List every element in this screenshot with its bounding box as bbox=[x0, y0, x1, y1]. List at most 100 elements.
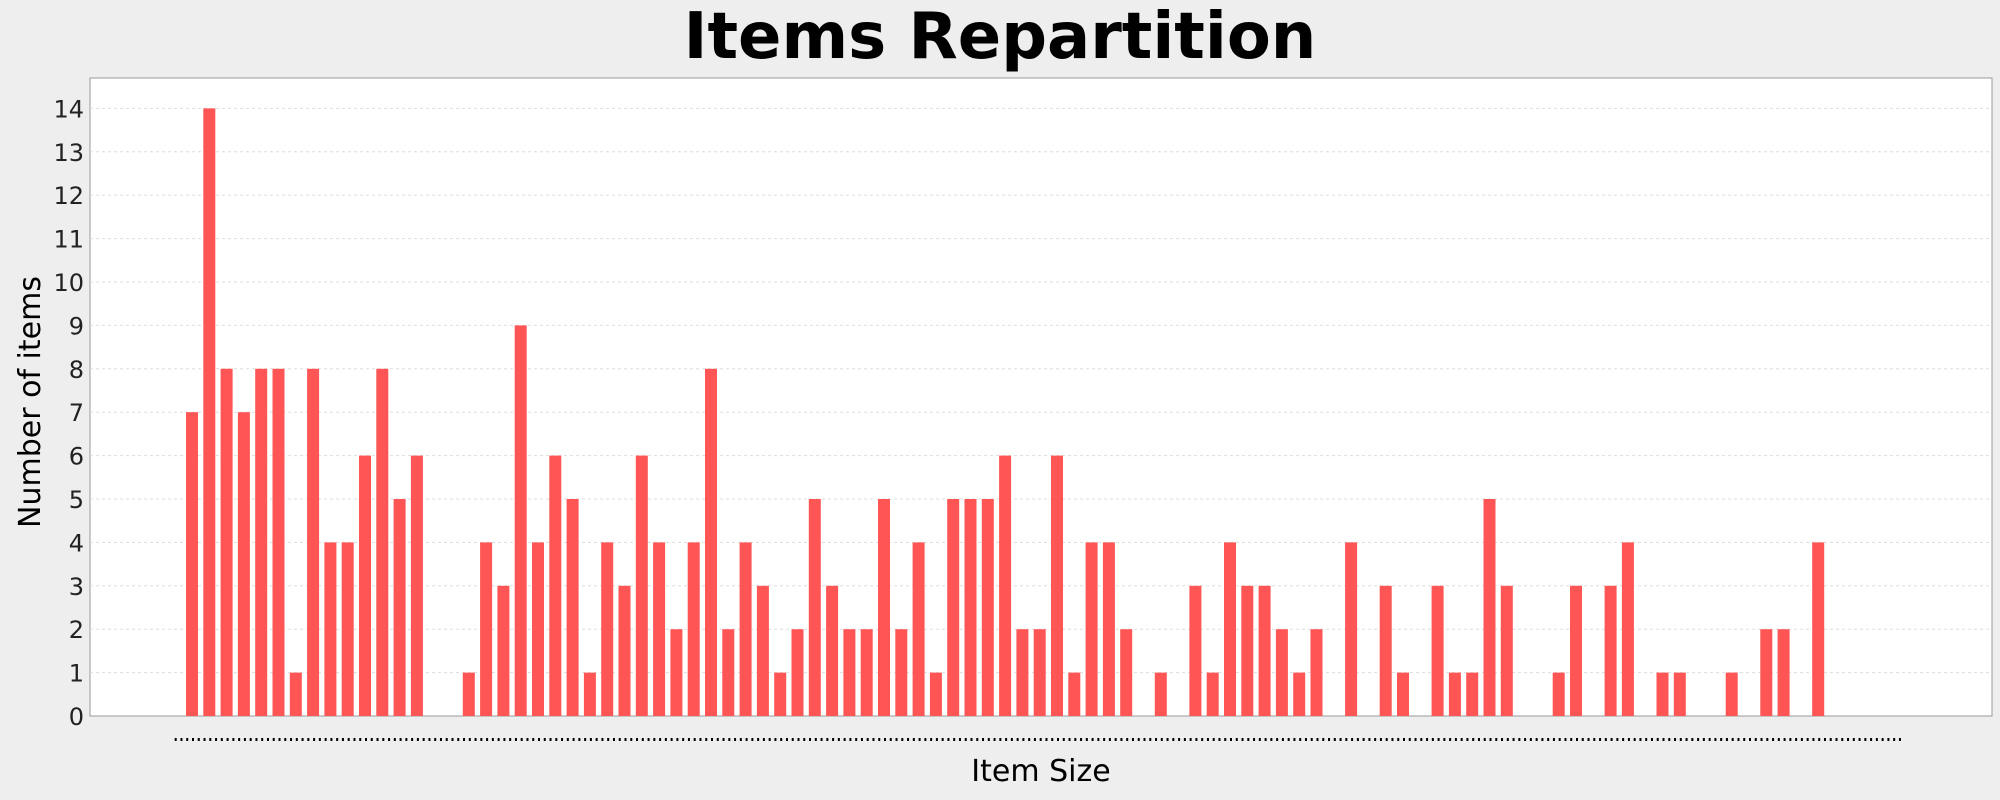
x-tick-mark bbox=[1449, 738, 1452, 741]
x-tick-mark bbox=[1604, 738, 1607, 741]
bar bbox=[1379, 585, 1392, 716]
x-tick-mark bbox=[1374, 738, 1377, 741]
x-tick-mark bbox=[365, 738, 367, 741]
bar bbox=[878, 498, 890, 716]
x-tick-mark bbox=[566, 738, 569, 741]
x-tick-mark bbox=[1276, 738, 1279, 741]
x-tick-mark bbox=[1201, 738, 1204, 741]
bar bbox=[255, 368, 268, 716]
x-tick-mark bbox=[1506, 738, 1509, 741]
x-tick-mark bbox=[676, 738, 679, 741]
x-tick-mark bbox=[192, 738, 194, 741]
bar bbox=[237, 412, 250, 716]
x-tick-mark bbox=[1097, 738, 1100, 741]
x-tick-mark bbox=[589, 738, 592, 741]
bar bbox=[999, 455, 1012, 716]
bar bbox=[393, 498, 406, 716]
x-tick-mark bbox=[612, 738, 615, 741]
x-tick-mark bbox=[1328, 738, 1331, 741]
x-tick-mark bbox=[561, 738, 564, 741]
x-tick-mark bbox=[1356, 738, 1359, 741]
x-tick-mark bbox=[1005, 738, 1008, 741]
x-tick-mark bbox=[578, 738, 581, 741]
x-tick-mark bbox=[1385, 738, 1388, 741]
x-tick-mark bbox=[393, 738, 396, 741]
y-tick-label: 3 bbox=[69, 573, 84, 601]
x-tick-mark bbox=[1789, 738, 1792, 741]
x-tick-mark bbox=[215, 738, 218, 741]
bar bbox=[341, 542, 354, 716]
x-tick-mark bbox=[318, 738, 321, 741]
x-tick-mark bbox=[1299, 738, 1302, 741]
y-axis-label: Number of items bbox=[13, 276, 48, 528]
x-tick-mark bbox=[1720, 738, 1723, 741]
x-tick-mark bbox=[520, 738, 523, 741]
x-tick-mark bbox=[284, 738, 287, 741]
x-tick-mark bbox=[1310, 738, 1313, 741]
x-tick-mark bbox=[739, 738, 742, 741]
bar bbox=[687, 542, 700, 716]
bar bbox=[376, 368, 389, 716]
x-tick-mark bbox=[1316, 738, 1319, 741]
bar bbox=[1085, 542, 1098, 716]
bar bbox=[1397, 672, 1409, 716]
x-tick-mark bbox=[266, 738, 269, 741]
x-tick-mark bbox=[1022, 738, 1025, 741]
x-tick-mark bbox=[1247, 738, 1250, 741]
x-tick-mark bbox=[1645, 738, 1648, 741]
x-tick-mark bbox=[1408, 738, 1411, 741]
x-tick-mark bbox=[1414, 738, 1417, 741]
x-tick-mark bbox=[1189, 738, 1192, 741]
x-tick-mark bbox=[1062, 738, 1065, 741]
bar bbox=[1154, 672, 1167, 716]
x-tick-mark bbox=[1662, 738, 1665, 741]
x-tick-mark bbox=[1131, 738, 1134, 741]
x-tick-mark bbox=[388, 738, 391, 741]
bar bbox=[1016, 629, 1029, 716]
x-tick-mark bbox=[791, 738, 794, 741]
x-tick-mark bbox=[1166, 738, 1169, 741]
x-tick-mark bbox=[261, 738, 264, 741]
x-tick-mark bbox=[532, 738, 535, 741]
bar bbox=[220, 368, 233, 716]
bar bbox=[774, 672, 787, 716]
x-tick-mark bbox=[1460, 738, 1463, 741]
x-tick-mark bbox=[307, 738, 310, 741]
x-tick-mark bbox=[866, 738, 869, 741]
x-tick-mark bbox=[889, 738, 892, 741]
x-tick-mark bbox=[618, 738, 621, 741]
x-tick-mark bbox=[1143, 738, 1146, 741]
x-tick-mark bbox=[1068, 738, 1071, 741]
x-tick-mark bbox=[716, 738, 719, 741]
x-tick-mark bbox=[255, 738, 258, 741]
bar bbox=[912, 542, 925, 716]
x-tick-mark bbox=[958, 738, 961, 741]
x-tick-mark bbox=[1103, 738, 1106, 741]
x-tick-mark bbox=[1524, 738, 1527, 741]
x-tick-mark bbox=[1622, 738, 1625, 741]
x-tick-mark bbox=[445, 738, 448, 741]
x-tick-mark bbox=[687, 738, 690, 741]
x-tick-mark bbox=[295, 738, 298, 741]
x-tick-mark bbox=[1685, 738, 1688, 741]
x-tick-mark bbox=[941, 738, 944, 741]
x-tick-mark bbox=[278, 738, 281, 741]
x-tick-mark bbox=[601, 738, 604, 741]
x-tick-mark bbox=[1126, 738, 1129, 741]
x-tick-mark bbox=[347, 738, 350, 741]
x-tick-mark bbox=[1616, 738, 1619, 741]
x-tick-mark bbox=[226, 738, 229, 741]
x-tick-mark bbox=[1668, 738, 1671, 741]
x-tick-mark bbox=[1656, 738, 1659, 741]
x-tick-mark bbox=[1518, 738, 1521, 741]
x-tick-mark bbox=[1829, 738, 1832, 741]
y-tick-label: 6 bbox=[69, 443, 84, 471]
x-tick-mark bbox=[1033, 738, 1036, 741]
bar bbox=[1483, 498, 1496, 716]
x-tick-mark bbox=[814, 738, 817, 741]
bar bbox=[1500, 585, 1513, 716]
x-tick-mark bbox=[693, 738, 696, 741]
x-tick-mark bbox=[751, 738, 754, 741]
x-tick-mark bbox=[1028, 738, 1031, 741]
x-tick-mark bbox=[1887, 738, 1890, 741]
